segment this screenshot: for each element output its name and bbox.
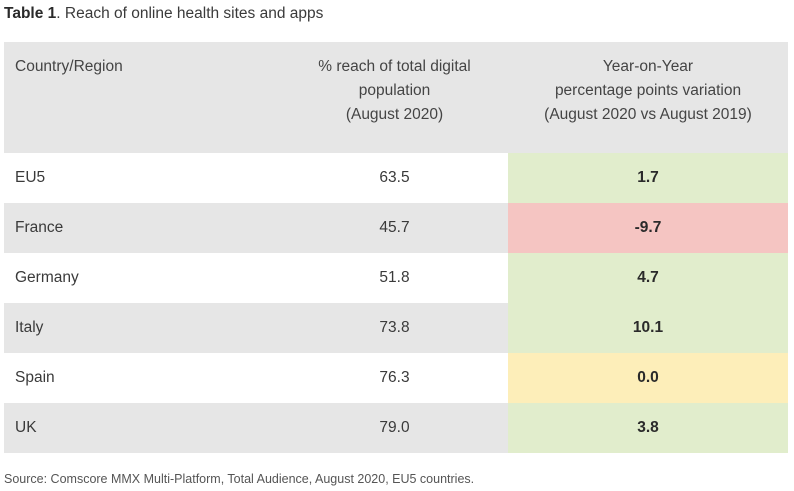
table-row: UK 79.0 3.8 xyxy=(4,403,788,453)
cell-region: EU5 xyxy=(4,153,281,203)
cell-yoy: 3.8 xyxy=(508,403,788,453)
table-caption-title: . Reach of online health sites and apps xyxy=(56,5,324,22)
table-header-row: Country/Region % reach of total digital … xyxy=(4,42,788,153)
table-row: France 45.7 -9.7 xyxy=(4,203,788,253)
cell-yoy: 0.0 xyxy=(508,353,788,403)
header-yoy: Year-on-Year percentage points variation… xyxy=(508,42,788,153)
cell-region: Italy xyxy=(4,303,281,353)
source-note: Source: Comscore MMX Multi-Platform, Tot… xyxy=(4,472,475,486)
table-row: EU5 63.5 1.7 xyxy=(4,153,788,203)
header-yoy-line-2: percentage points variation xyxy=(554,82,742,99)
cell-region: France xyxy=(4,203,281,253)
cell-yoy: 1.7 xyxy=(508,153,788,203)
cell-region: Spain xyxy=(4,353,281,403)
cell-region: UK xyxy=(4,403,281,453)
header-country-region: Country/Region xyxy=(4,42,281,153)
cell-yoy: 10.1 xyxy=(508,303,788,353)
table-caption: Table 1. Reach of online health sites an… xyxy=(4,5,323,23)
table-row: Italy 73.8 10.1 xyxy=(4,303,788,353)
table-caption-number: Table 1 xyxy=(4,5,57,22)
cell-reach: 73.8 xyxy=(281,303,508,353)
cell-region: Germany xyxy=(4,253,281,303)
cell-yoy: -9.7 xyxy=(508,203,788,253)
header-reach-line-3: (August 2020) xyxy=(345,106,444,123)
header-reach: % reach of total digital population (Aug… xyxy=(281,42,508,153)
cell-reach: 45.7 xyxy=(281,203,508,253)
cell-reach: 79.0 xyxy=(281,403,508,453)
table-row: Germany 51.8 4.7 xyxy=(4,253,788,303)
header-reach-line-1: % reach of total digital xyxy=(318,58,471,75)
cell-yoy: 4.7 xyxy=(508,253,788,303)
header-reach-line-2: population xyxy=(358,82,431,99)
cell-reach: 51.8 xyxy=(281,253,508,303)
reach-table: Country/Region % reach of total digital … xyxy=(4,42,788,453)
cell-reach: 76.3 xyxy=(281,353,508,403)
header-yoy-line-3: (August 2020 vs August 2019) xyxy=(544,106,752,123)
header-yoy-line-1: Year-on-Year xyxy=(602,58,694,75)
cell-reach: 63.5 xyxy=(281,153,508,203)
table-row: Spain 76.3 0.0 xyxy=(4,353,788,403)
